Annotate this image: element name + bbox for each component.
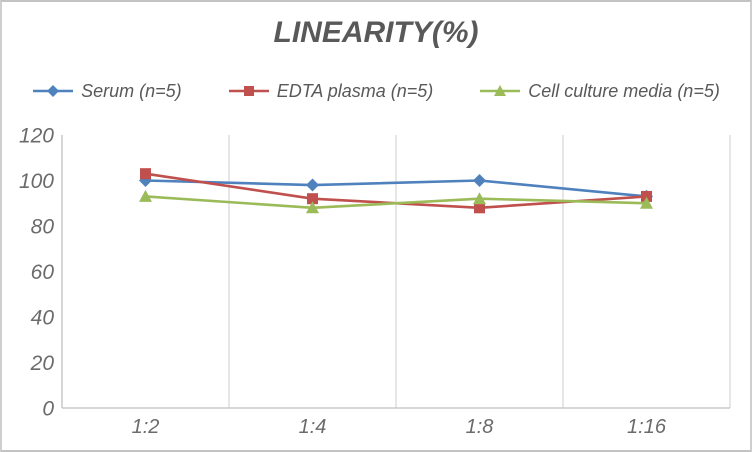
edta-plasma-n-point-1-16 — [641, 190, 652, 202]
cell-culture-media-n-point-1-16 — [640, 196, 653, 209]
legend-label-serum: Serum (n=5) — [81, 80, 182, 101]
x-tick-label: 1:8 — [466, 416, 494, 438]
y-tick-label: 40 — [31, 307, 55, 330]
edta-plasma-n-point-1-2 — [140, 168, 151, 180]
cell-culture-media-n-point-1-2 — [139, 189, 152, 202]
serum-n-series-line — [145, 179, 647, 198]
cell-culture-media-n-point-1-8 — [473, 192, 486, 205]
triangle-glyph — [494, 85, 507, 96]
cell-culture-media-n-point-1-4 — [306, 201, 319, 214]
x-tick-label: 1:16 — [627, 416, 667, 438]
x-tick-label: 1:2 — [132, 416, 160, 438]
diamond-glyph — [47, 85, 60, 97]
chart-title: LINEARITY(%) — [273, 16, 479, 49]
y-tick-label: 80 — [31, 216, 55, 239]
y-tick-label: 120 — [19, 125, 54, 148]
serum-n-point-1-8 — [473, 174, 486, 187]
y-tick-label: 100 — [19, 170, 54, 193]
y-tick-label: 20 — [30, 352, 55, 375]
cell-culture-media-triangle-marker-icon — [479, 83, 521, 99]
x-tick-label: 1:4 — [299, 416, 327, 438]
edta-plasma-n-point-1-8 — [474, 202, 485, 214]
y-tick-label: 0 — [42, 398, 54, 421]
legend-item-serum[interactable]: Serum (n=5) — [32, 81, 182, 102]
square-glyph — [243, 86, 254, 96]
serum-n-point-1-4 — [306, 178, 319, 192]
legend-item-cell-culture-media[interactable]: Cell culture media (n=5) — [479, 81, 720, 102]
serum-diamond-marker-icon — [32, 83, 74, 99]
edta-plasma-square-marker-icon — [228, 83, 270, 99]
cell-culture-media-n-series-line — [145, 195, 647, 210]
edta-plasma-n-point-1-4 — [307, 193, 318, 205]
y-tick-label: 60 — [31, 261, 55, 284]
chart-legend: Serum (n=5) EDTA plasma (n=5) Cell cultu… — [2, 78, 750, 104]
legend-item-edta-plasma[interactable]: EDTA plasma (n=5) — [228, 80, 434, 102]
legend-label-cell-culture-media: Cell culture media (n=5) — [528, 80, 720, 101]
legend-label-edta-plasma: EDTA plasma (n=5) — [276, 80, 434, 101]
